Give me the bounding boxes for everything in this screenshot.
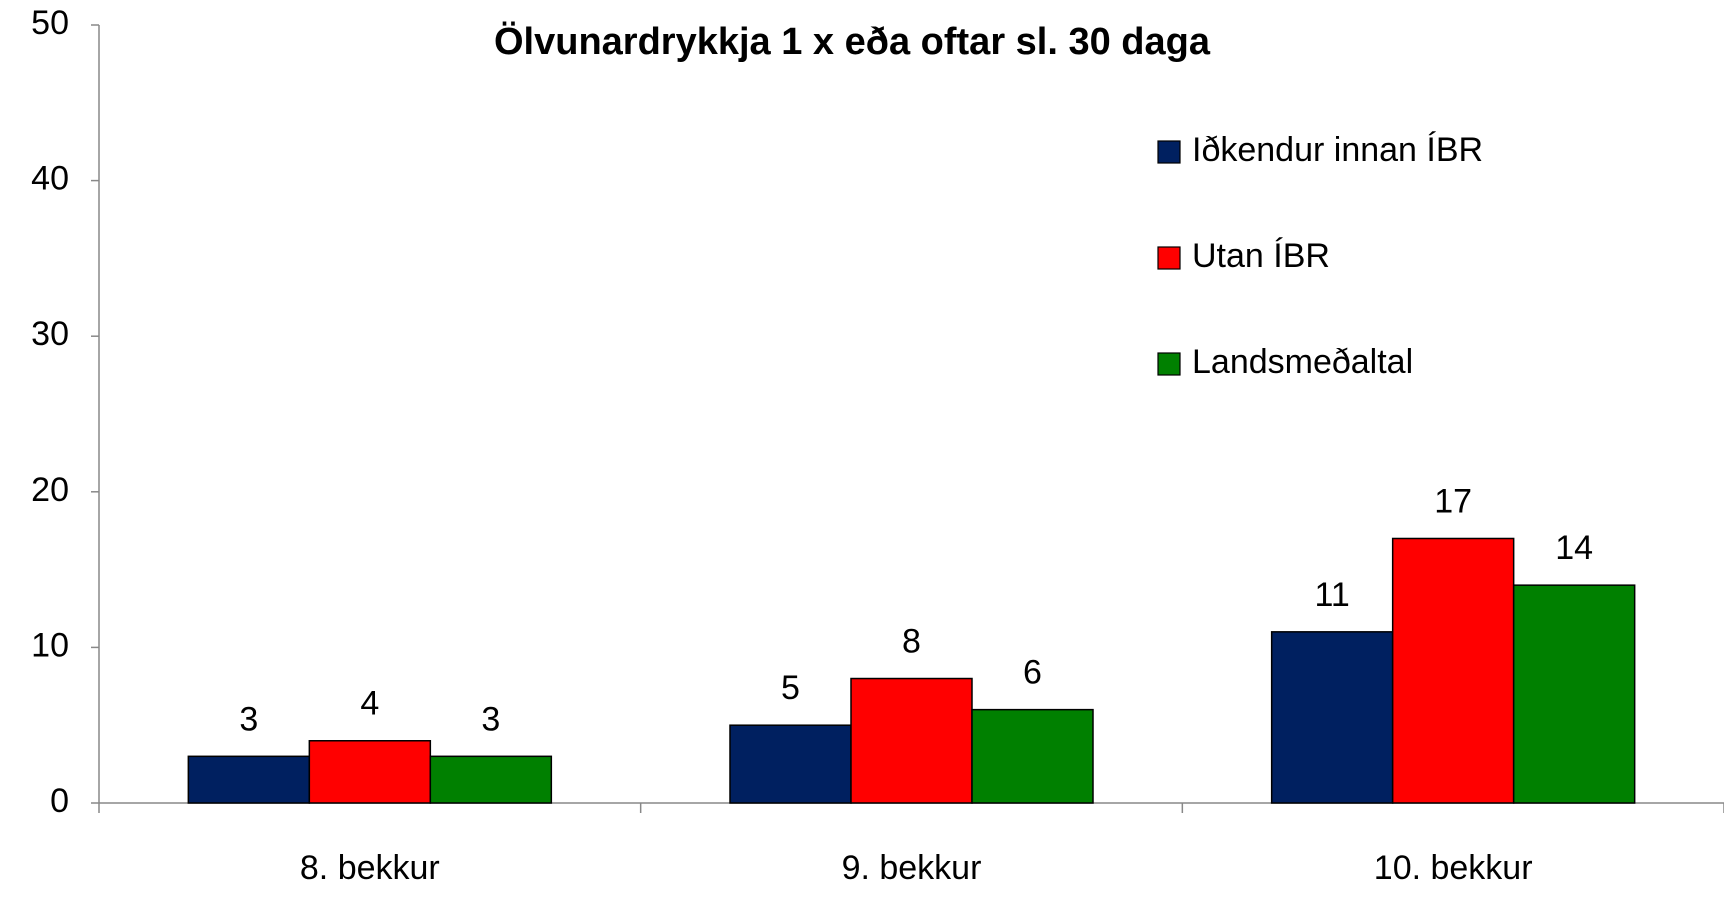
y-tick-label: 30 [31,315,69,353]
data-label: 14 [1555,529,1593,567]
bar [729,724,852,804]
data-label: 8 [902,623,921,661]
legend-label: Iðkendur innan ÍBR [1192,131,1483,169]
y-tick-label: 10 [31,626,69,664]
data-label: 3 [239,700,258,738]
bar [308,740,432,804]
y-tick-label: 0 [50,782,69,820]
y-tick-label: 40 [31,160,69,198]
x-tick-label: 9. bekkur [842,849,982,887]
x-tick-label: 8. bekkur [300,849,440,887]
data-label: 5 [781,669,800,707]
bar [971,708,1094,804]
bar [1512,584,1636,804]
chart-title: Ölvunardrykkja 1 x eða oftar sl. 30 daga [494,20,1211,63]
data-label: 3 [481,700,500,738]
y-tick-label: 50 [31,4,69,42]
legend-label: Landsmeðaltal [1192,343,1413,381]
x-tick-label: 10. bekkur [1374,849,1533,887]
legend-swatch [1157,352,1181,376]
legend-swatch [1157,246,1181,270]
bar [187,755,311,804]
legend-label: Utan ÍBR [1192,237,1330,275]
data-label: 4 [360,685,379,723]
data-label: 11 [1315,576,1350,614]
y-tick-label: 20 [31,471,69,509]
legend-swatch [1157,140,1181,164]
bar [429,755,553,804]
bar [850,677,973,804]
data-label: 6 [1023,654,1042,692]
bar [1391,537,1515,804]
bar [1270,631,1394,804]
data-label: 17 [1434,482,1472,520]
